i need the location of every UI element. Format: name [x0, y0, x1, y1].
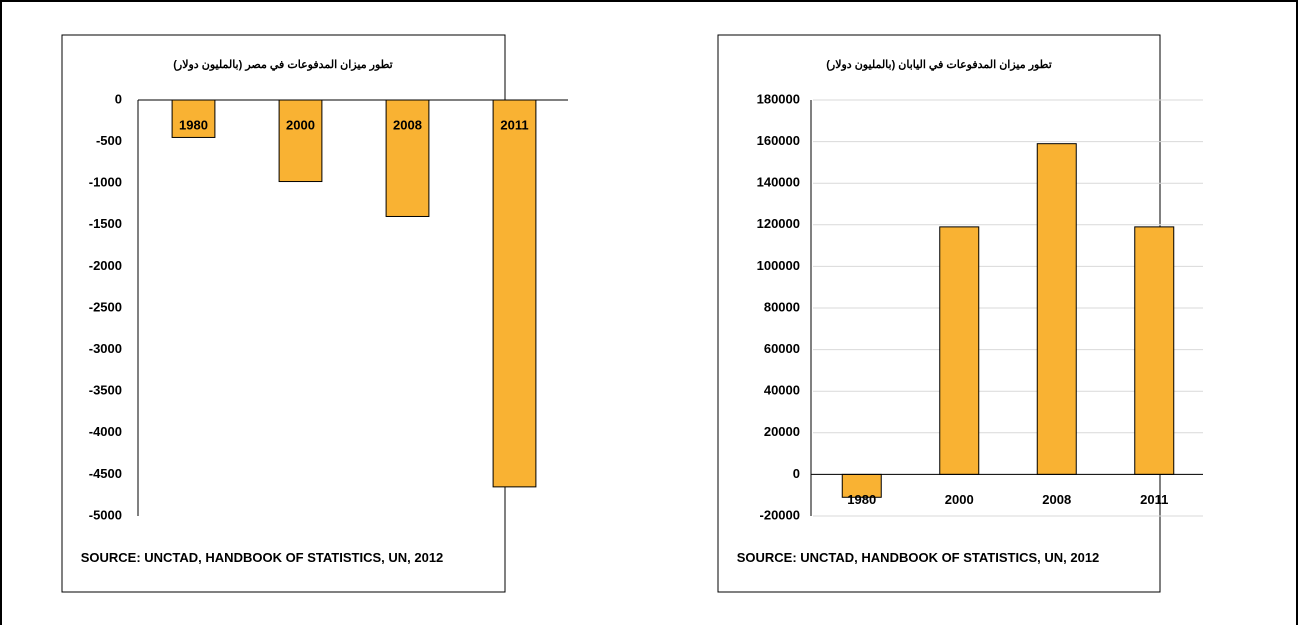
y-tick-label: -500 — [96, 133, 122, 148]
y-tick-label: 60000 — [764, 341, 800, 356]
y-tick-label: -1000 — [89, 175, 122, 190]
y-tick-label: -20000 — [760, 507, 800, 522]
y-tick-label: -5000 — [89, 507, 122, 522]
source: SOURCE: UNCTAD, HANDBOOK OF STATISTICS, … — [736, 550, 1100, 565]
bar — [939, 226, 980, 475]
bar — [1134, 226, 1175, 475]
y-tick-label: 180000 — [757, 91, 800, 106]
y-tick-label: 0 — [115, 91, 122, 106]
x-tick-label: 2011 — [500, 117, 528, 132]
y-tick-label: 140000 — [757, 175, 800, 190]
x-tick-label: 1980 — [847, 492, 876, 507]
y-tick-label: 40000 — [764, 383, 800, 398]
y-tick-label: 20000 — [764, 424, 800, 439]
x-tick-label: 1980 — [179, 117, 208, 132]
y-tick-label: 0 — [793, 466, 800, 481]
x-tick-label: 2000 — [286, 117, 315, 132]
y-tick-label: -3500 — [89, 383, 122, 398]
chart-title: تطور ميزان المدفوعات في اليابان (بالمليو… — [826, 59, 1052, 72]
x-tick-label: 2011 — [1140, 492, 1168, 507]
y-tick-label: -2500 — [89, 299, 122, 314]
bar — [492, 99, 537, 488]
y-tick-label: 160000 — [757, 133, 800, 148]
y-tick-label: -4000 — [89, 424, 122, 439]
chart-title: تطور ميزان المدفوعات في مصر (بالمليون دو… — [173, 59, 392, 72]
y-tick-label: 100000 — [757, 258, 800, 273]
x-tick-label: 2008 — [393, 117, 422, 132]
source: SOURCE: UNCTAD, HANDBOOK OF STATISTICS, … — [80, 550, 444, 565]
bar — [171, 99, 216, 138]
y-tick-label: -3000 — [89, 341, 122, 356]
y-tick-label: -1500 — [89, 216, 122, 231]
y-tick-label: -4500 — [89, 466, 122, 481]
y-tick-label: 120000 — [757, 216, 800, 231]
x-tick-label: 2008 — [1042, 492, 1071, 507]
y-tick-label: -2000 — [89, 258, 122, 273]
y-tick-label: 80000 — [764, 299, 800, 314]
bar — [1036, 143, 1077, 475]
bar — [278, 99, 323, 183]
bar — [385, 99, 430, 217]
x-tick-label: 2000 — [945, 492, 974, 507]
chart-box — [717, 34, 1161, 593]
